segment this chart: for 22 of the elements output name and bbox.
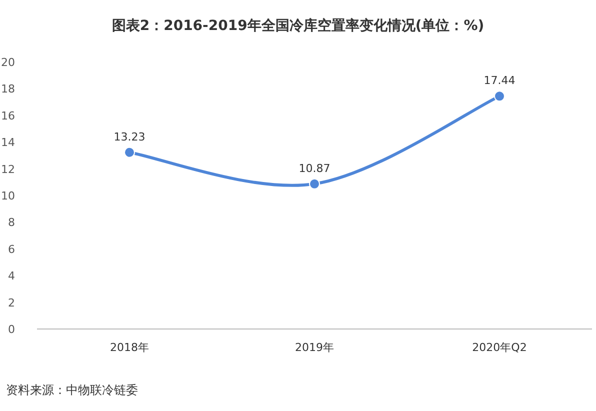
point	[494, 90, 505, 102]
y-tick-label: 20	[1, 56, 15, 69]
data-label: 10.87	[298, 162, 330, 175]
y-tick-label: 10	[1, 190, 15, 202]
y-tick-label: 6	[8, 242, 15, 256]
data-label: 17.44	[484, 74, 516, 88]
data-label: 13.23	[114, 130, 146, 144]
chart-title: 图表2：2016-2019年全国冷库空置率变化情况(单位：%)	[112, 17, 484, 34]
y-tick-label: 12	[1, 162, 15, 176]
point	[309, 178, 320, 190]
x-tick-label: 2019年	[295, 341, 334, 354]
y-tick-label: 8	[8, 216, 15, 230]
y-tick-label: 14	[1, 136, 15, 150]
x-tick-label: 2018年	[110, 341, 149, 354]
text: 资料来源：中物联冷链委	[6, 383, 138, 397]
y-tick-label: 16	[1, 109, 15, 122]
y-tick-label: 4	[8, 270, 15, 283]
y-tick-label: 18	[1, 82, 15, 96]
y-tick-label: 0	[8, 323, 15, 336]
x-tick-label: 2020年Q2	[472, 341, 527, 354]
y-tick-label: 2	[8, 296, 15, 310]
point	[124, 146, 135, 158]
